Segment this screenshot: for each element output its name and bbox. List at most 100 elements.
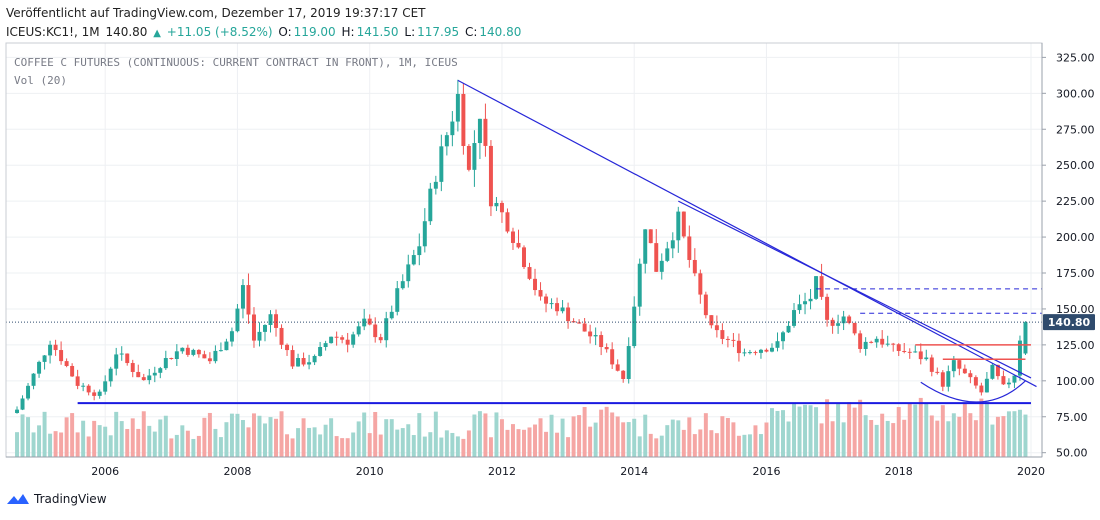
candle-body [450,121,455,136]
volume-bar [731,422,736,457]
candle-body [433,181,438,189]
candle-body [312,355,317,363]
candle-body [240,285,245,309]
volume-bars [15,397,1028,457]
candle-body [70,365,75,377]
candle-body [81,385,86,387]
candle-body [125,353,130,364]
volume-bar [1001,416,1006,457]
candle-body [301,358,306,365]
candle-body [180,347,185,352]
volume-bar [48,433,53,457]
candle-body [285,344,290,351]
volume-bar [268,417,273,457]
volume-bar [406,424,411,457]
volume-bar [251,413,256,457]
volume-bar [345,438,350,457]
candle-body [808,298,813,302]
candle-body [533,278,538,291]
candle-body [86,385,91,393]
volume-bar [246,427,251,457]
candle-body [907,351,912,353]
volume-indicator-label: Vol (20) [14,74,67,87]
high-label: H: [341,25,355,39]
candle-body [582,323,587,332]
candle-body [477,118,482,144]
volume-bar [676,420,681,457]
volume-bar [610,412,615,457]
volume-bar [703,413,708,457]
candle-body [494,202,499,207]
candle-body [968,373,973,378]
candle-body [400,281,405,289]
open-label: O: [278,25,292,39]
candle-body [643,229,648,264]
candle-body [891,343,896,345]
volume-bar [516,429,521,457]
candle-body [334,336,339,338]
volume-bar [411,435,416,457]
candle-body [307,362,312,365]
volume-bar [163,415,168,457]
volume-bar [202,417,207,457]
volume-bar [439,437,444,457]
candle-body [825,296,830,320]
close-value: 140.80 [479,25,522,39]
candle-body [913,351,918,353]
candle-body [1012,375,1017,383]
candle-body [544,296,549,304]
candle-body [659,260,664,272]
candle-body [725,338,730,340]
volume-bar [924,403,929,457]
candle-body [577,322,582,324]
rounding-bottom-arc [920,380,1026,403]
volume-bar [808,405,813,457]
volume-bar [544,431,549,457]
volume-bar [483,413,488,457]
candle-body [174,351,179,360]
candle-body [731,339,736,341]
volume-bar [422,436,427,457]
candle-body [224,341,229,351]
volume-bar [26,417,31,457]
candle-body [880,338,885,345]
candle-body [940,372,945,387]
candle-body [439,146,444,182]
volume-bar [593,422,598,457]
volume-bar [224,422,229,457]
candle-body [356,326,361,335]
time-tick-label: 2012 [488,465,516,478]
close-label: C: [464,25,478,39]
volume-bar [533,424,538,457]
volume-bar [847,402,852,457]
volume-bar [81,420,86,457]
candle-body [351,334,356,345]
volume-bar [621,422,626,457]
volume-bar [59,432,64,457]
candle-body [753,352,758,354]
volume-bar [455,436,460,457]
brand-name: TradingView [34,492,107,506]
candle-body [670,240,675,249]
candle-body [444,135,449,147]
candle-body [290,350,295,367]
candle-body [31,373,36,386]
volume-bar [918,397,923,457]
volume-bar [896,407,901,457]
symbol-name[interactable]: ICEUS:KC1!, 1M [6,25,100,39]
candle-body [621,370,626,379]
volume-bar [444,430,449,457]
symbol-legend: ICEUS:KC1!, 1M 140.80 ▲ +11.05 (+8.52%) … [6,25,523,39]
volume-bar [15,432,20,457]
volume-bar [373,411,378,457]
price-axis: 325.00 300.00 275.00 250.00 225.00 200.00 175.… [1042,51,1095,460]
candle-body [792,310,797,326]
candle-body [510,231,515,243]
candle-body [323,343,328,348]
volume-bar [92,420,97,457]
volume-bar [169,438,174,457]
volume-bar [351,432,356,457]
candle-body [555,303,560,312]
volume-bar [604,406,609,457]
